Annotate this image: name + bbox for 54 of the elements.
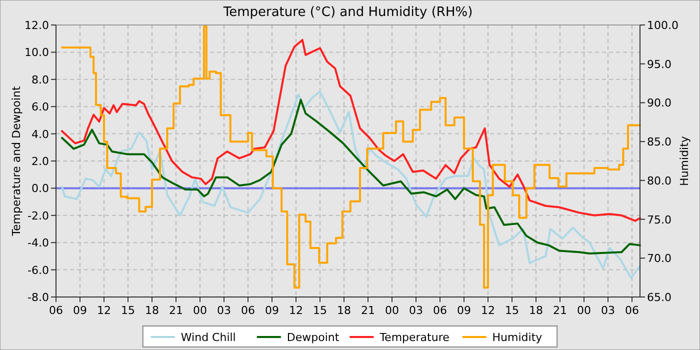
x-tick-label: 21 [169,304,183,317]
legend-label: Wind Chill [180,331,236,344]
x-tick-label: 12 [481,304,495,317]
x-tick-label: 15 [313,304,327,317]
x-tick-label: 09 [73,304,87,317]
x-tick-label: 09 [457,304,471,317]
y-tick-label: 6.0 [32,100,49,114]
y-tick-label: -8.0 [28,291,49,304]
y2-tick-label: 75.0 [647,213,672,226]
y-tick-label: -6.0 [28,264,49,277]
y-tick-label: -2.0 [28,209,49,222]
y2-tick-label: 85.0 [647,136,672,149]
line-series [61,90,641,279]
x-tick-label: 00 [577,304,591,317]
x-tick-label: 03 [601,304,615,317]
y-tick-label: 10.0 [24,46,49,60]
y-tick-label: 2.0 [32,155,49,168]
x-tick-label: 06 [241,304,255,317]
x-tick-label: 06 [433,304,447,317]
x-tick-label: 15 [121,304,135,317]
x-tick-label: 21 [361,304,375,317]
x-tick-label: 21 [553,304,567,317]
x-tick-label: 00 [385,304,399,317]
y-tick-label: 8.0 [32,73,49,86]
chart-title: Temperature (°C) and Humidity (RH%) [222,5,473,20]
y-tick-label: 4.0 [32,128,49,141]
y2-tick-label: 100.0 [647,19,678,32]
legend-label: Dewpoint [286,331,340,344]
y2-tick-label: 65.0 [647,291,672,304]
x-tick-label: 09 [265,304,279,317]
y-tick-label: -4.0 [28,236,49,250]
y2-tick-label: 80.0 [647,174,672,188]
x-tick-label: 12 [289,304,303,317]
x-tick-label: 18 [337,304,351,317]
line-series [61,98,641,254]
x-tick-label: 06 [625,304,639,317]
y-tick-label: 12.0 [24,19,49,32]
line-series [61,38,641,222]
y-tick-label: 0.0 [32,182,49,196]
x-tick-label: 15 [505,304,519,317]
y-axis-title: Temperature and Dewpoint [10,85,23,237]
x-tick-label: 03 [217,304,231,317]
legend-label: Humidity [492,331,543,344]
y2-tick-label: 90.0 [647,96,672,110]
legend-label: Temperature [378,331,450,344]
y2-tick-label: 70.0 [647,252,672,266]
x-tick-label: 18 [529,304,543,317]
y2-tick-label: 95.0 [647,58,672,71]
x-tick-label: 00 [193,304,207,317]
y2-axis-title: Humidity [678,136,691,186]
x-tick-label: 06 [49,304,63,317]
x-tick-label: 18 [145,304,159,317]
x-tick-label: 12 [97,304,111,317]
x-tick-label: 03 [409,304,423,317]
